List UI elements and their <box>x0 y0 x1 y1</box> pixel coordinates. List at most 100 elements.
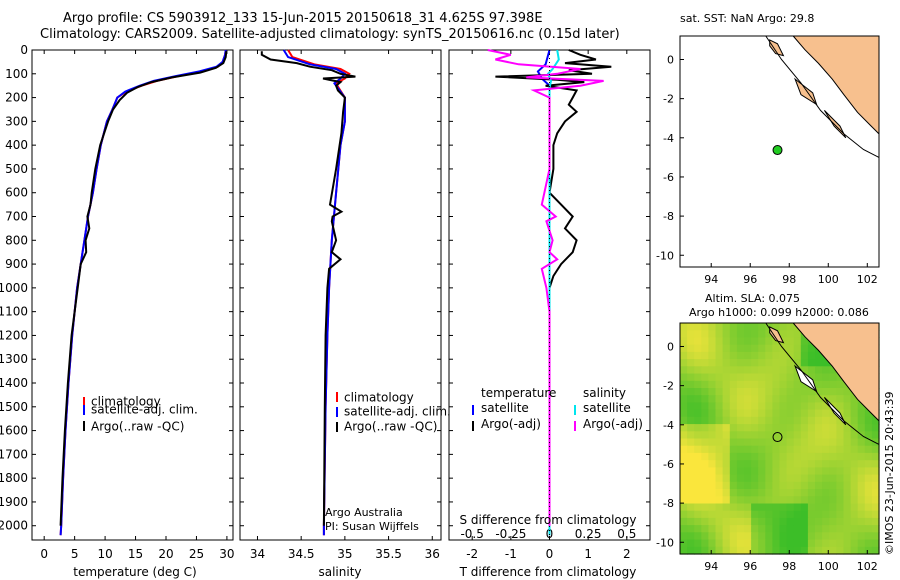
sla-cell <box>800 496 809 505</box>
sla-cell <box>729 532 738 541</box>
sla-cell <box>715 344 724 353</box>
sla-cell <box>871 517 880 526</box>
sla-cell <box>793 503 802 512</box>
sla-cell <box>758 517 766 526</box>
sla-cell <box>822 467 830 476</box>
sla-cell <box>786 424 795 432</box>
sla-cell <box>779 402 788 411</box>
argo-position-marker <box>772 432 783 443</box>
temperature-plot: 0100200300400500600700800900100011001200… <box>0 43 235 561</box>
sla-cell <box>708 416 717 425</box>
sla-cell <box>779 467 788 476</box>
sla-cell <box>687 489 695 497</box>
sla-cell <box>779 330 788 338</box>
y-tick-label: 1500 <box>0 400 28 414</box>
sla-cell <box>815 510 823 519</box>
sla-cell <box>843 474 852 483</box>
sla-cell <box>836 496 845 505</box>
sla-cell <box>722 474 731 483</box>
sla-cell <box>765 438 773 447</box>
sla-cell <box>744 510 752 519</box>
sla-cell <box>715 532 724 541</box>
sla-cell <box>708 452 717 461</box>
sla-cell <box>822 366 830 375</box>
sla-cell <box>822 388 830 396</box>
sla-cell <box>680 431 688 440</box>
sla-cell <box>829 481 837 490</box>
sla-cell <box>864 467 873 476</box>
sla-cell <box>729 416 738 425</box>
sla-cell <box>836 395 845 403</box>
y-tick-label: 1400 <box>0 376 28 390</box>
sla-cell <box>772 510 781 519</box>
sla-cell <box>850 409 859 418</box>
sla-cell <box>680 467 688 476</box>
x-tick-label: 1 <box>584 547 592 561</box>
sla-cell <box>793 445 802 454</box>
sla-cell <box>765 330 773 338</box>
sla-cell <box>744 445 752 454</box>
sla-cell <box>793 525 802 533</box>
sla-cell <box>687 402 695 411</box>
sla-cell <box>800 431 809 440</box>
sla-cell <box>701 438 709 447</box>
sla-cell <box>786 489 795 497</box>
sla-cell <box>765 395 773 403</box>
sla-cell <box>786 539 795 548</box>
x-tick-label: 100 <box>818 560 839 573</box>
x-tick-label: 15 <box>128 547 143 561</box>
sla-cell <box>708 351 717 360</box>
sla-cell <box>758 395 766 403</box>
sla-cell <box>744 351 752 360</box>
sla-cell <box>744 481 752 490</box>
sla-cell <box>708 467 717 476</box>
sla-cell <box>786 409 795 418</box>
sla-cell <box>751 337 759 346</box>
sla-cell <box>729 539 738 548</box>
sla-cell <box>680 366 688 375</box>
sla-cell <box>829 373 837 382</box>
sla-cell <box>815 460 823 468</box>
sla-cell <box>708 496 717 505</box>
y-tick-label: -2 <box>663 380 674 393</box>
y-tick-label: -10 <box>656 249 674 262</box>
sla-cell <box>680 525 688 533</box>
sla-cell <box>815 402 823 411</box>
sla-cell <box>715 467 724 476</box>
sla-cell <box>829 510 837 519</box>
sla-cell <box>722 351 731 360</box>
sla-cell <box>807 467 816 476</box>
sla-cell <box>786 373 795 382</box>
sla-cell <box>836 416 845 425</box>
sla-cell <box>701 452 709 461</box>
sla-cell <box>815 467 823 476</box>
sla-cell <box>800 546 809 555</box>
sla-cell <box>708 517 717 526</box>
sla-cell <box>680 380 688 389</box>
sla-cell <box>800 438 809 447</box>
sla-cell <box>829 496 837 505</box>
sla-cell <box>871 532 880 541</box>
y-tick-label: -4 <box>663 132 674 145</box>
sla-cell <box>772 525 781 533</box>
sla-cell <box>822 503 830 512</box>
sla-cell <box>729 503 738 512</box>
sla-cell <box>744 546 752 555</box>
sla-cell <box>736 330 745 338</box>
sla-cell <box>864 460 873 468</box>
sla-cell <box>800 489 809 497</box>
y-tick-label: 0 <box>20 43 28 57</box>
sla-cell <box>701 496 709 505</box>
t-difference-xlabel: T difference from climatology <box>459 565 637 579</box>
sla-cell <box>701 337 709 346</box>
sla-cell <box>751 323 759 331</box>
sla-cell <box>765 503 773 512</box>
sla-cell <box>772 366 781 375</box>
sla-cell <box>744 438 752 447</box>
x-tick-label: 98 <box>782 273 796 286</box>
y-tick-label: -8 <box>663 210 674 223</box>
sla-cell <box>744 395 752 403</box>
sla-cell <box>736 525 745 533</box>
sla-cell <box>793 351 802 360</box>
sla-cell <box>800 424 809 432</box>
